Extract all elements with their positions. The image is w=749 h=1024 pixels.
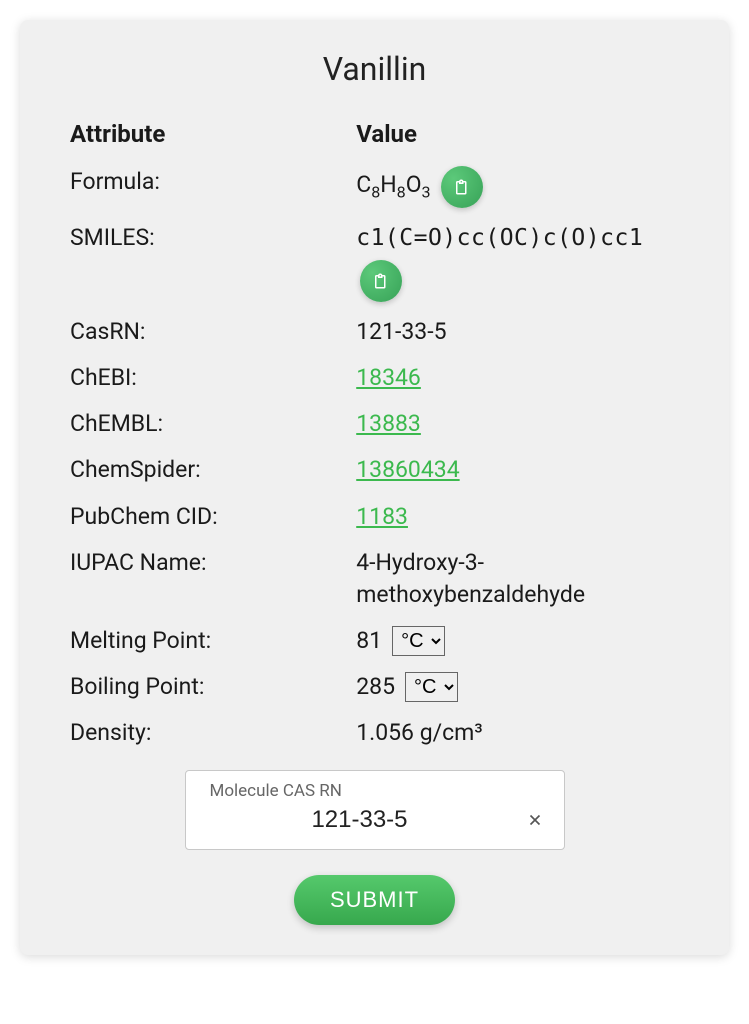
table-header: Attribute Value <box>70 118 679 152</box>
molecule-title: Vanillin <box>70 50 679 88</box>
clipboard-icon <box>372 271 390 291</box>
label-chemspider: ChemSpider: <box>70 454 356 486</box>
value-casrn: 121-33-5 <box>356 316 446 348</box>
row-density: Density: 1.056 g/cm³ <box>70 717 679 749</box>
close-icon <box>526 810 544 830</box>
clear-input-button[interactable] <box>520 805 550 835</box>
label-density: Density: <box>70 717 356 749</box>
unit-select-melting[interactable]: °C°FK <box>392 626 445 656</box>
casrn-input-wrap: Molecule CAS RN <box>185 770 565 850</box>
value-melting: 81 <box>356 625 382 657</box>
value-density: 1.056 g/cm³ <box>356 717 483 749</box>
clipboard-icon <box>453 177 471 197</box>
label-boiling: Boiling Point: <box>70 671 356 703</box>
unit-select-boiling[interactable]: °C°FK <box>405 672 458 702</box>
row-smiles: SMILES: c1(C=O)cc(OC)c(O)cc1 <box>70 222 679 302</box>
row-chembl: ChEMBL: 13883 <box>70 408 679 440</box>
row-chemspider: ChemSpider: 13860434 <box>70 454 679 486</box>
attribute-table: Attribute Value Formula: C8H8O3 SMILES: … <box>70 118 679 750</box>
casrn-input-label: Molecule CAS RN <box>210 781 550 801</box>
label-smiles: SMILES: <box>70 222 356 254</box>
label-formula: Formula: <box>70 166 356 198</box>
header-value: Value <box>356 118 679 152</box>
row-iupac: IUPAC Name: 4-Hydroxy-3-methoxybenzaldeh… <box>70 547 679 611</box>
label-casrn: CasRN: <box>70 316 356 348</box>
link-chebi[interactable]: 18346 <box>356 362 421 394</box>
submit-button[interactable]: SUBMIT <box>294 875 455 925</box>
row-pubchem: PubChem CID: 1183 <box>70 501 679 533</box>
value-smiles: c1(C=O)cc(OC)c(O)cc1 <box>356 222 643 254</box>
row-melting: Melting Point: 81 °C°FK <box>70 625 679 657</box>
label-pubchem: PubChem CID: <box>70 501 356 533</box>
label-chembl: ChEMBL: <box>70 408 356 440</box>
header-attribute: Attribute <box>70 118 356 152</box>
copy-formula-button[interactable] <box>441 166 483 208</box>
row-boiling: Boiling Point: 285 °C°FK <box>70 671 679 703</box>
molecule-card: Vanillin Attribute Value Formula: C8H8O3… <box>20 20 729 955</box>
row-casrn: CasRN: 121-33-5 <box>70 316 679 348</box>
link-chembl[interactable]: 13883 <box>356 408 421 440</box>
label-chebi: ChEBI: <box>70 362 356 394</box>
copy-smiles-button[interactable] <box>360 260 402 302</box>
link-pubchem[interactable]: 1183 <box>356 501 408 533</box>
casrn-input[interactable] <box>200 805 520 835</box>
row-formula: Formula: C8H8O3 <box>70 166 679 208</box>
row-chebi: ChEBI: 18346 <box>70 362 679 394</box>
value-formula: C8H8O3 <box>356 169 430 204</box>
link-chemspider[interactable]: 13860434 <box>356 454 459 486</box>
value-boiling: 285 <box>356 671 395 703</box>
label-melting: Melting Point: <box>70 625 356 657</box>
value-iupac: 4-Hydroxy-3-methoxybenzaldehyde <box>356 547 679 611</box>
label-iupac: IUPAC Name: <box>70 547 356 579</box>
